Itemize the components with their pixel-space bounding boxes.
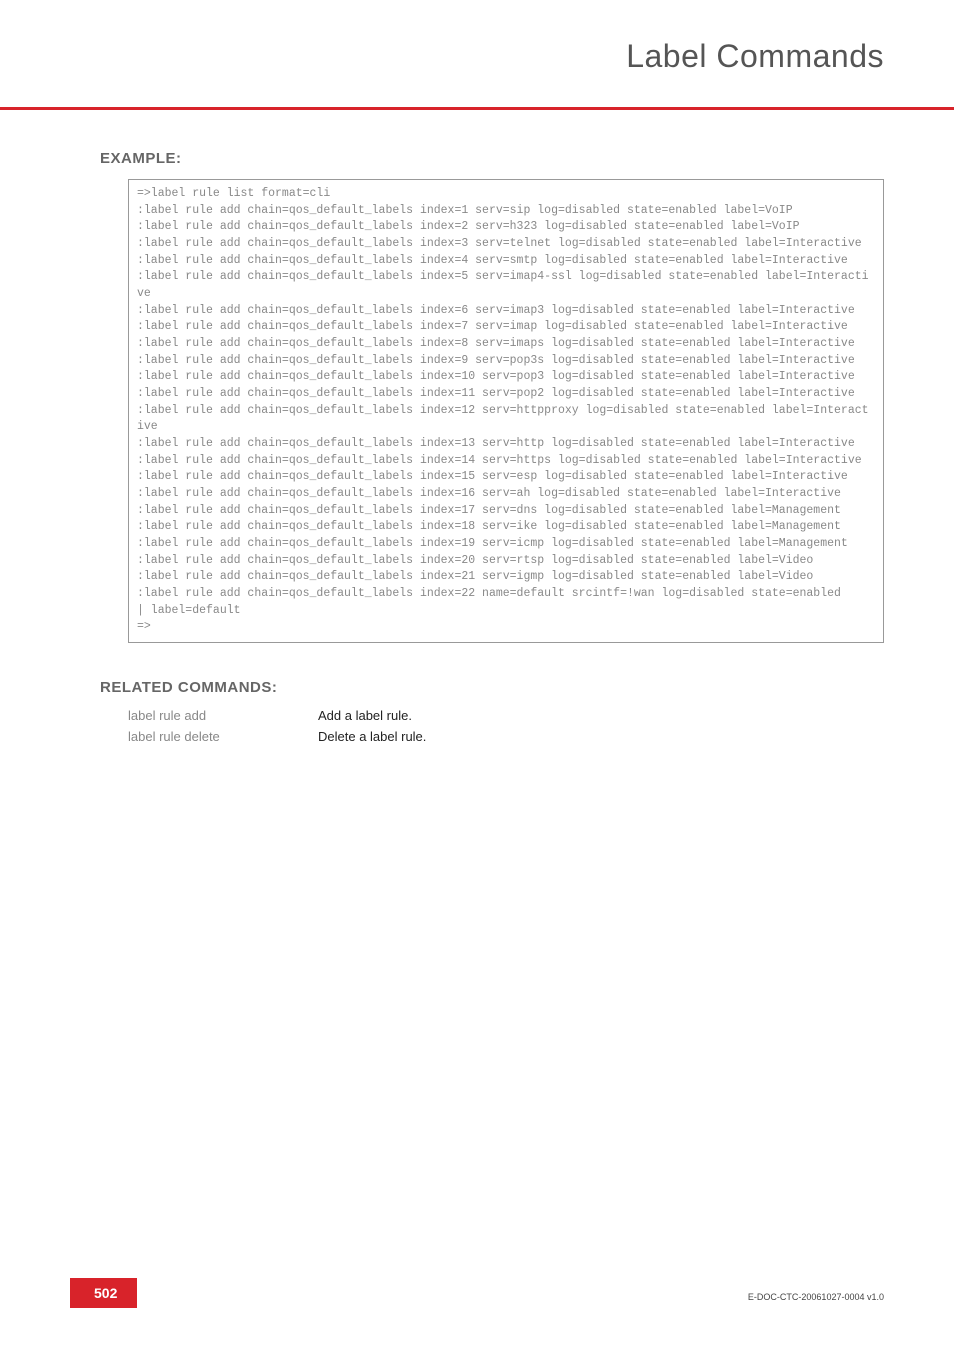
related-row: label rule delete Delete a label rule.	[128, 729, 884, 744]
page-number-badge: 502	[70, 1278, 137, 1308]
example-heading: EXAMPLE:	[100, 150, 884, 167]
page-header: Label Commands	[0, 0, 954, 110]
related-commands-heading: RELATED COMMANDS:	[100, 679, 884, 696]
related-commands-table: label rule add Add a label rule. label r…	[128, 708, 884, 744]
related-command-name: label rule delete	[128, 729, 318, 744]
related-command-desc: Delete a label rule.	[318, 729, 426, 744]
related-command-desc: Add a label rule.	[318, 708, 412, 723]
related-command-name: label rule add	[128, 708, 318, 723]
header-title: Label Commands	[626, 38, 884, 75]
page-footer: 502 E-DOC-CTC-20061027-0004 v1.0	[0, 1278, 954, 1308]
example-code-block: =>label rule list format=cli :label rule…	[128, 179, 884, 643]
document-id: E-DOC-CTC-20061027-0004 v1.0	[748, 1292, 884, 1302]
related-row: label rule add Add a label rule.	[128, 708, 884, 723]
page-content: EXAMPLE: =>label rule list format=cli :l…	[0, 110, 954, 744]
